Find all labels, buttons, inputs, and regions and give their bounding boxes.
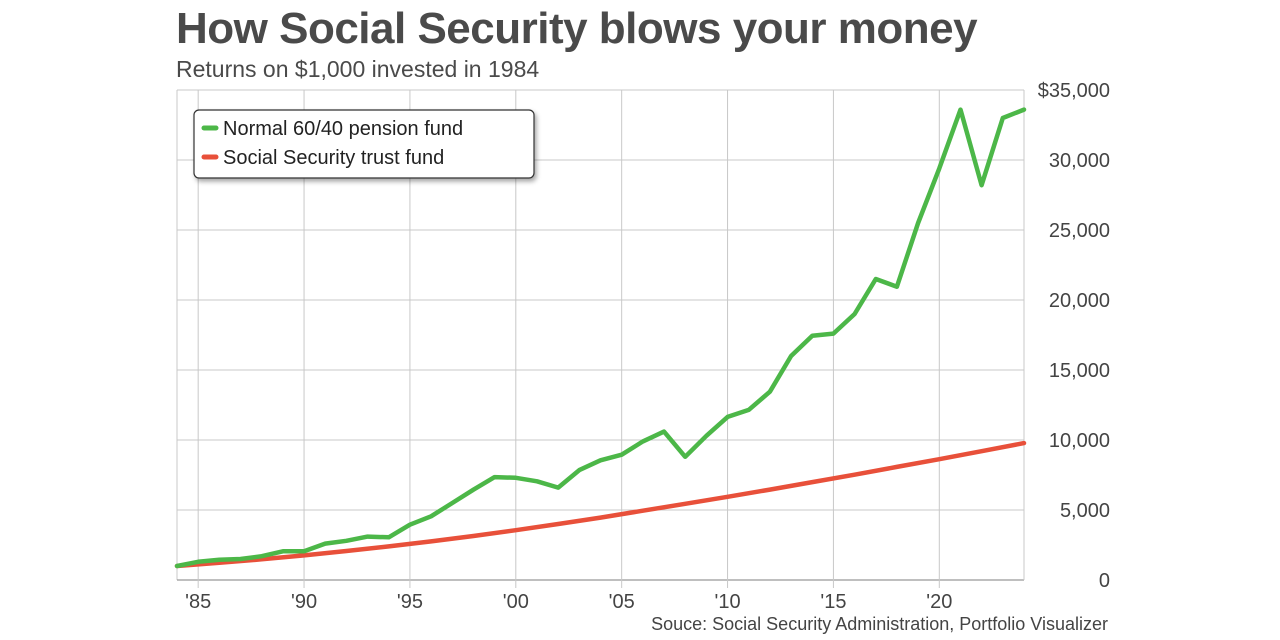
chart-title: How Social Security blows your money (176, 4, 978, 53)
x-tick-label: '85 (185, 591, 211, 613)
x-tick-label: '05 (609, 591, 635, 613)
series-line-social-security (174, 440, 1027, 569)
series-lines (174, 107, 1027, 569)
x-tick-label: '10 (715, 591, 741, 613)
legend-label-social-security: Social Security trust fund (223, 147, 444, 169)
x-tick-label: '00 (503, 591, 529, 613)
source-note: Souce: Social Security Administration, P… (651, 614, 1108, 634)
series-line-pension (174, 107, 1027, 569)
y-tick-label: 15,000 (1049, 360, 1110, 382)
x-tick-label: '95 (397, 591, 423, 613)
y-tick-label: 30,000 (1049, 150, 1110, 172)
x-tick-label: '15 (820, 591, 846, 613)
chart-subtitle: Returns on $1,000 invested in 1984 (176, 56, 540, 82)
y-tick-label: $35,000 (1038, 80, 1110, 102)
x-axis: '85 '90 '95 '00 '05 '10 '15 '20 (185, 591, 952, 613)
y-tick-label: 20,000 (1049, 290, 1110, 312)
y-tick-label: 25,000 (1049, 220, 1110, 242)
legend-label-pension: Normal 60/40 pension fund (223, 118, 463, 140)
y-tick-label: 5,000 (1060, 500, 1110, 522)
y-tick-label: 0 (1099, 570, 1110, 592)
x-tick-label: '90 (291, 591, 317, 613)
y-tick-label: 10,000 (1049, 430, 1110, 452)
x-tick-label: '20 (926, 591, 952, 613)
legend-box (193, 109, 535, 179)
legend: Normal 60/40 pension fund Social Securit… (193, 109, 535, 179)
y-axis: 0 5,000 10,000 15,000 20,000 25,000 30,000 $35,… (1038, 80, 1110, 592)
